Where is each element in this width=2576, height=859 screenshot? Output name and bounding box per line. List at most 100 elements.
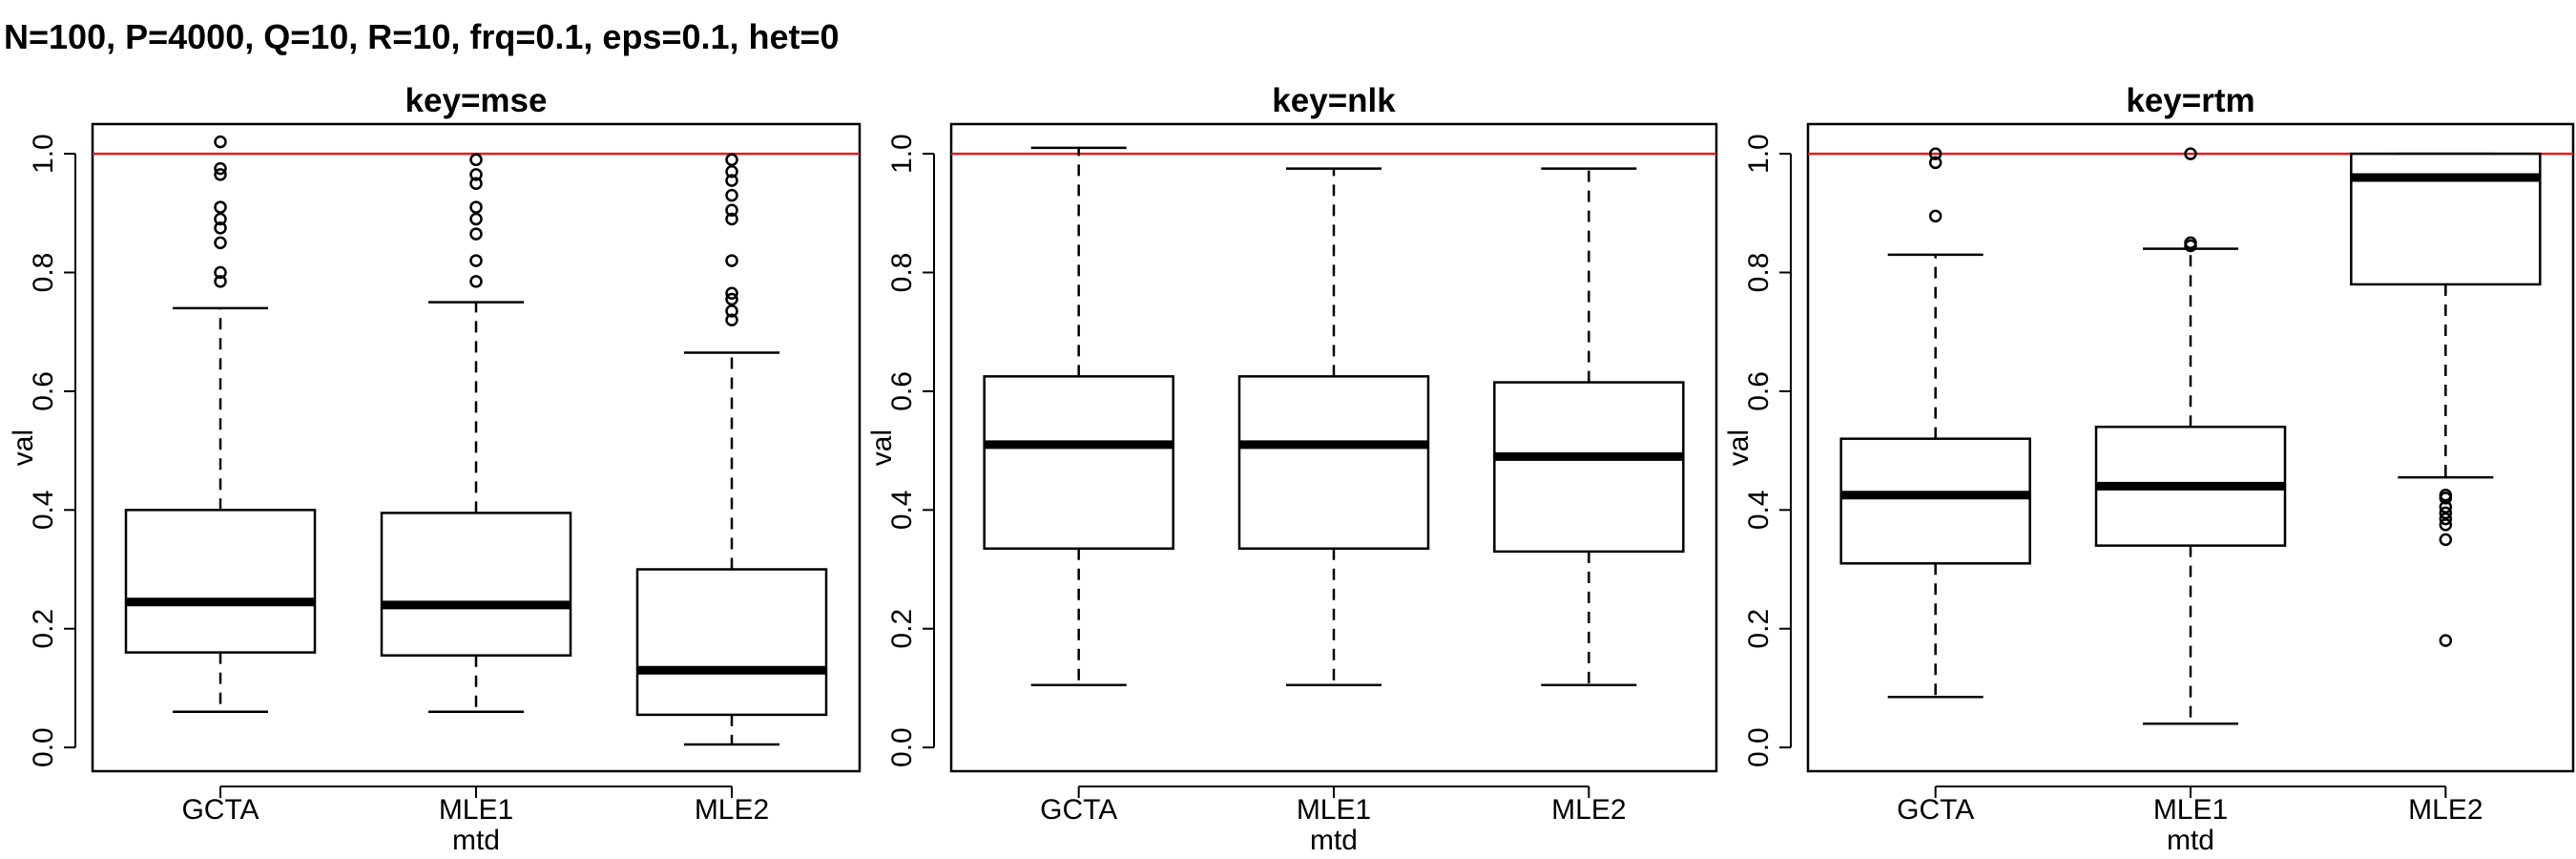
box-mle2 xyxy=(1493,167,1685,687)
y-tick-label: 0.0 xyxy=(886,727,918,767)
box-mle1 xyxy=(2094,147,2287,725)
outlier-point xyxy=(725,286,738,301)
y-tick-label: 0.8 xyxy=(886,253,918,293)
outlier-point xyxy=(1928,147,1942,160)
outlier-point xyxy=(2439,506,2453,520)
outlier-point xyxy=(2439,500,2453,513)
outlier-point xyxy=(469,275,483,288)
outlier-point xyxy=(469,254,483,267)
y-axis-label: val xyxy=(8,430,39,466)
iqr-box xyxy=(380,512,572,657)
x-axis-label: mtd xyxy=(2167,825,2214,856)
outlier-point xyxy=(469,177,483,190)
box-mle2 xyxy=(2350,152,2542,647)
y-tick-label: 0.6 xyxy=(886,371,918,411)
outlier-point xyxy=(725,304,738,318)
y-tick-label: 1.0 xyxy=(1743,134,1775,174)
outlier-point xyxy=(469,212,483,226)
outlier-point xyxy=(725,174,738,187)
panel-title: key=mse xyxy=(405,82,548,119)
outlier-point xyxy=(214,265,227,280)
outlier-point xyxy=(1928,209,1942,223)
y-tick-label: 0.6 xyxy=(1743,371,1775,411)
x-axis-label: mtd xyxy=(1310,825,1358,856)
outlier-point xyxy=(214,161,227,176)
y-tick-label: 0.2 xyxy=(1743,609,1775,649)
outlier-point xyxy=(725,313,738,327)
y-tick-label: 0.4 xyxy=(886,490,918,530)
outlier-point xyxy=(2184,236,2197,250)
y-tick-label: 0.4 xyxy=(28,490,59,530)
outlier-point xyxy=(725,165,738,178)
y-tick-label: 0.6 xyxy=(28,371,59,411)
y-tick-label: 1.0 xyxy=(886,134,918,174)
y-tick-label: 0.8 xyxy=(1743,253,1775,293)
outlier-point xyxy=(469,168,483,181)
y-axis-label: val xyxy=(866,430,898,466)
x-tick-label: MLE2 xyxy=(695,794,769,826)
panel-rtm: key=rtm 0.0 0.2 0.4 0.6 0.8 1.0 val GCTA MLE1 MLE2… xyxy=(1723,82,2575,856)
y-tick-label: 0.2 xyxy=(28,609,59,649)
x-tick-label: MLE1 xyxy=(1297,794,1371,826)
panel-title: key=nlk xyxy=(1272,82,1396,119)
outlier-point xyxy=(214,275,227,288)
box-mle1 xyxy=(1237,167,1430,687)
panel-nlk: key=nlk 0.0 0.2 0.4 0.6 0.8 1.0 val GCTA MLE1 MLE2… xyxy=(866,82,1718,856)
x-tick-label: MLE2 xyxy=(2408,794,2483,826)
x-tick-label: GCTA xyxy=(1897,794,1974,826)
y-tick-label: 0.0 xyxy=(28,727,59,767)
plot-frame xyxy=(91,122,862,773)
outlier-point xyxy=(469,153,483,167)
y-tick-label: 0.0 xyxy=(1743,727,1775,767)
y-tick-label: 0.2 xyxy=(886,609,918,649)
x-tick-label: GCTA xyxy=(1040,794,1117,826)
y-tick-label: 1.0 xyxy=(28,134,59,174)
box-mle1 xyxy=(380,153,572,714)
figure-title: N=100, P=4000, Q=10, R=10, frq=0.1, eps=… xyxy=(4,17,840,56)
outlier-point xyxy=(1928,156,1942,170)
x-tick-label: MLE2 xyxy=(1551,794,1626,826)
iqr-box xyxy=(983,375,1174,550)
outlier-point xyxy=(2439,489,2453,502)
panel-title: key=rtm xyxy=(2126,82,2254,119)
x-tick-label: MLE1 xyxy=(439,794,513,826)
plot-frame xyxy=(949,122,1718,773)
plot-frame xyxy=(1806,122,2575,773)
outlier-point xyxy=(2439,518,2453,532)
x-axis-label: mtd xyxy=(452,825,500,856)
iqr-box xyxy=(124,509,317,654)
outlier-point xyxy=(214,135,227,149)
outlier-point xyxy=(214,221,227,235)
iqr-box xyxy=(1493,381,1685,554)
outlier-point xyxy=(2184,147,2197,160)
outlier-point xyxy=(214,168,227,181)
y-tick-label: 0.4 xyxy=(1743,490,1775,530)
outlier-point xyxy=(2439,634,2453,647)
outlier-point xyxy=(725,203,738,217)
box-gcta xyxy=(1839,147,2031,699)
outlier-point xyxy=(214,212,227,226)
iqr-box xyxy=(1839,437,2031,565)
outlier-point xyxy=(725,292,738,306)
outlier-point xyxy=(725,188,738,202)
box-gcta xyxy=(983,146,1174,687)
outlier-point xyxy=(725,153,738,167)
y-tick-label: 0.8 xyxy=(28,253,59,293)
iqr-box xyxy=(1237,375,1430,550)
iqr-box xyxy=(635,568,828,717)
panel-mse: key=mse 0.0 0.2 0.4 0.6 0.8 1.0 val GCTA MLE1 MLE2… xyxy=(8,82,862,856)
outlier-point xyxy=(214,236,227,250)
y-axis-label: val xyxy=(1723,430,1755,466)
x-tick-label: MLE1 xyxy=(2153,794,2228,826)
box-gcta xyxy=(124,135,317,714)
box-mle2 xyxy=(635,153,828,746)
outlier-point xyxy=(214,200,227,214)
outlier-point xyxy=(725,212,738,226)
outlier-point xyxy=(2439,533,2453,547)
x-tick-label: GCTA xyxy=(181,794,259,826)
outlier-point xyxy=(2439,512,2453,526)
outlier-point xyxy=(469,200,483,214)
outlier-point xyxy=(469,227,483,241)
outlier-point xyxy=(725,254,738,267)
